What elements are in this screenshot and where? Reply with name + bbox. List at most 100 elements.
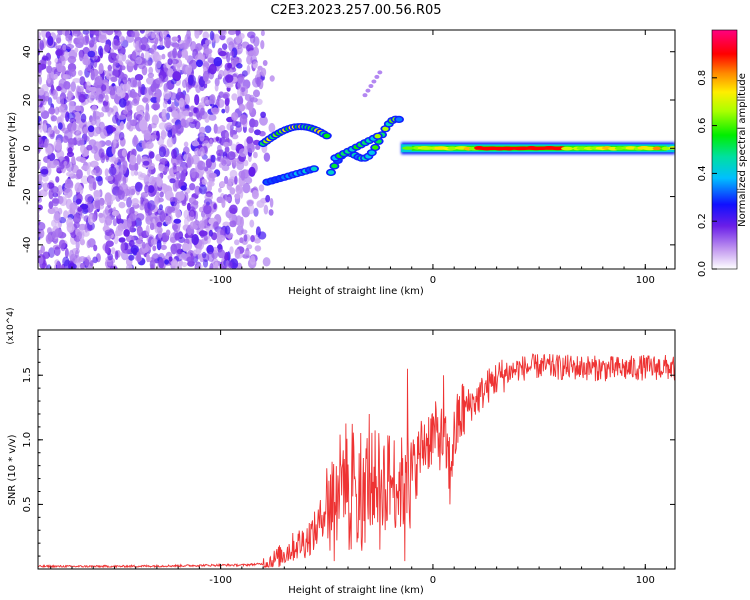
noise-blob <box>117 189 125 200</box>
colorbar-label: Normalized spectral amplitude <box>737 73 748 227</box>
noise-blob <box>234 239 240 246</box>
noise-blob <box>241 70 249 77</box>
noise-blob <box>156 221 163 228</box>
noise-blob <box>54 129 60 135</box>
x-tick-label: 100 <box>636 575 655 586</box>
noise-blob <box>45 31 51 39</box>
noise-blob <box>30 205 36 212</box>
noise-blob <box>87 214 94 226</box>
noise-blob <box>151 32 156 39</box>
noise-blob <box>136 251 142 263</box>
noise-blob <box>147 168 152 177</box>
noise-blob <box>181 63 186 74</box>
noise-blob <box>164 205 173 215</box>
y-tick-label: 0 <box>22 145 33 151</box>
noise-blob <box>38 75 42 85</box>
noise-blob <box>38 173 43 184</box>
noise-blob <box>222 93 229 99</box>
arc-segment-bead <box>368 150 375 155</box>
noise-blob <box>104 215 113 226</box>
noise-blob <box>148 66 154 75</box>
noise-blob <box>39 123 43 133</box>
noise-blob <box>250 55 257 65</box>
noise-blob <box>38 31 42 37</box>
noise-blob <box>65 161 74 173</box>
noise-blob <box>86 240 92 249</box>
noise-blob <box>77 70 83 76</box>
noise-blob <box>251 190 259 200</box>
noise-blob <box>172 48 178 59</box>
noise-blob <box>229 128 234 138</box>
noise-blob <box>30 224 35 232</box>
noise-blob <box>268 209 274 216</box>
noise-blob <box>149 222 155 231</box>
noise-blob <box>52 206 59 212</box>
noise-blob <box>167 99 172 105</box>
noise-blob <box>244 94 252 101</box>
noise-blob <box>107 64 112 72</box>
noise-blob <box>80 113 87 123</box>
noise-blob <box>139 204 145 211</box>
steady-line-segment <box>402 146 414 150</box>
y-tick-label: 1.0 <box>22 432 33 448</box>
noise-blob <box>217 152 221 161</box>
noise-blob <box>171 148 177 159</box>
faint-streak <box>365 88 371 93</box>
noise-blob <box>262 60 268 66</box>
noise-blob <box>220 30 227 36</box>
noise-blob <box>136 104 145 114</box>
noise-blob <box>170 259 178 266</box>
noise-blob <box>67 147 73 155</box>
noise-blob <box>249 219 255 228</box>
noise-blob <box>221 164 230 172</box>
noise-blob <box>223 141 230 148</box>
noise-blob <box>73 111 81 121</box>
noise-blob <box>105 140 112 146</box>
noise-blob <box>239 216 244 228</box>
noise-blob <box>47 127 54 135</box>
noise-blob <box>56 262 62 269</box>
noise-blob <box>194 30 200 39</box>
noise-blob <box>38 87 45 96</box>
noise-blob <box>141 97 149 103</box>
noise-blob <box>98 30 107 40</box>
noise-blob <box>34 161 38 166</box>
noise-blob <box>206 244 214 255</box>
noise-blob <box>147 200 156 211</box>
x-tick-label: 0 <box>430 575 436 586</box>
noise-blob <box>126 197 132 208</box>
noise-blob <box>53 139 62 151</box>
x-tick-label: -100 <box>209 275 232 286</box>
snr-ticks: -100 0 100 0.5 1.0 1.5 <box>22 330 675 586</box>
noise-blob <box>176 171 181 180</box>
noise-blob <box>136 154 142 165</box>
noise-blob <box>219 181 226 188</box>
noise-blob <box>179 42 188 50</box>
noise-blob <box>90 36 98 45</box>
noise-blob <box>119 182 128 191</box>
noise-blob <box>45 233 53 245</box>
noise-blob <box>150 123 157 129</box>
noise-blob <box>130 169 135 177</box>
noise-blob <box>183 141 189 148</box>
noise-blob <box>187 74 194 86</box>
noise-blob <box>141 241 146 249</box>
noise-blob <box>47 60 52 66</box>
noise-blob <box>83 135 90 142</box>
noise-blob <box>118 98 127 108</box>
noise-blob <box>175 108 184 118</box>
noise-blob <box>118 164 127 175</box>
noise-blob <box>224 146 230 153</box>
noise-blob <box>213 221 219 230</box>
noise-blob <box>113 40 121 46</box>
noise-blob <box>198 102 206 108</box>
noise-blob <box>106 125 113 136</box>
noise-blob <box>194 147 201 157</box>
arc-segment-bead <box>372 145 379 150</box>
noise-blob <box>145 224 150 236</box>
noise-blob <box>90 69 95 81</box>
y-tick-label: 0.5 <box>22 496 33 512</box>
noise-blob <box>154 59 162 69</box>
noise-blob <box>210 154 216 163</box>
noise-blob <box>60 95 65 107</box>
